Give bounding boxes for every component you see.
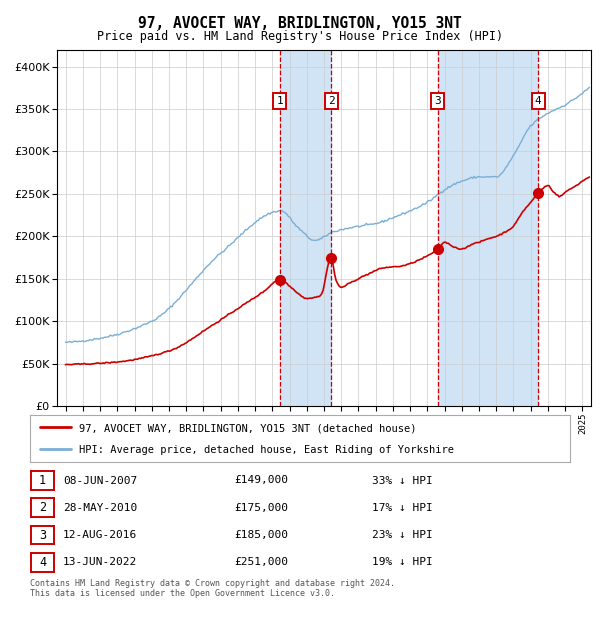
Text: £185,000: £185,000 (234, 530, 288, 540)
Text: 2: 2 (39, 502, 46, 514)
Text: 97, AVOCET WAY, BRIDLINGTON, YO15 3NT (detached house): 97, AVOCET WAY, BRIDLINGTON, YO15 3NT (d… (79, 423, 416, 433)
Text: £149,000: £149,000 (234, 476, 288, 485)
Text: 23% ↓ HPI: 23% ↓ HPI (372, 530, 433, 540)
Text: 17% ↓ HPI: 17% ↓ HPI (372, 503, 433, 513)
Text: 1: 1 (39, 474, 46, 487)
Text: £251,000: £251,000 (234, 557, 288, 567)
Text: HPI: Average price, detached house, East Riding of Yorkshire: HPI: Average price, detached house, East… (79, 445, 454, 455)
Text: Price paid vs. HM Land Registry's House Price Index (HPI): Price paid vs. HM Land Registry's House … (97, 30, 503, 43)
Text: 28-MAY-2010: 28-MAY-2010 (63, 503, 137, 513)
Bar (438, 50, 538, 406)
Text: Contains HM Land Registry data © Crown copyright and database right 2024.
This d: Contains HM Land Registry data © Crown c… (30, 579, 395, 598)
Text: 12-AUG-2016: 12-AUG-2016 (63, 530, 137, 540)
Text: 33% ↓ HPI: 33% ↓ HPI (372, 476, 433, 485)
Text: 1: 1 (277, 96, 283, 106)
Bar (280, 50, 331, 406)
Text: 19% ↓ HPI: 19% ↓ HPI (372, 557, 433, 567)
Text: 3: 3 (39, 529, 46, 541)
Text: 4: 4 (39, 556, 46, 569)
Text: 4: 4 (535, 96, 542, 106)
Text: £175,000: £175,000 (234, 503, 288, 513)
Text: 2: 2 (328, 96, 334, 106)
Text: 13-JUN-2022: 13-JUN-2022 (63, 557, 137, 567)
Text: 3: 3 (434, 96, 441, 106)
Text: 97, AVOCET WAY, BRIDLINGTON, YO15 3NT: 97, AVOCET WAY, BRIDLINGTON, YO15 3NT (138, 16, 462, 30)
Text: 08-JUN-2007: 08-JUN-2007 (63, 476, 137, 485)
